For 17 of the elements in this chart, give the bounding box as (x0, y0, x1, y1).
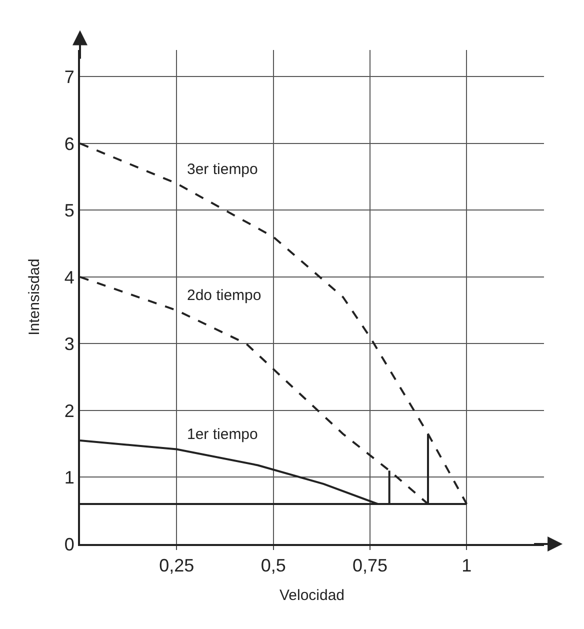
x-tick-label: 1 (462, 556, 472, 576)
x-axis-title: Velocidad (279, 587, 345, 604)
y-tick-label: 7 (64, 67, 74, 87)
y-tick-label: 5 (64, 200, 74, 221)
series-label: 2do tiempo (187, 287, 262, 304)
x-tick-label: 0,25 (159, 556, 194, 576)
y-tick-label: 3 (64, 334, 74, 354)
x-tick-label: 0,5 (260, 556, 286, 576)
y-tick-label: 1 (64, 468, 74, 488)
x-tick-label: 0,75 (352, 556, 388, 576)
y-tick-label: 4 (64, 267, 74, 288)
y-axis-title: Intensisdad (26, 258, 43, 336)
y-tick-label: 2 (64, 400, 74, 421)
y-tick-label: 0 (64, 534, 74, 554)
series-label: 3er tiempo (187, 161, 258, 178)
series-label: 1er tiempo (187, 426, 258, 443)
y-tick-label: 6 (64, 134, 74, 154)
